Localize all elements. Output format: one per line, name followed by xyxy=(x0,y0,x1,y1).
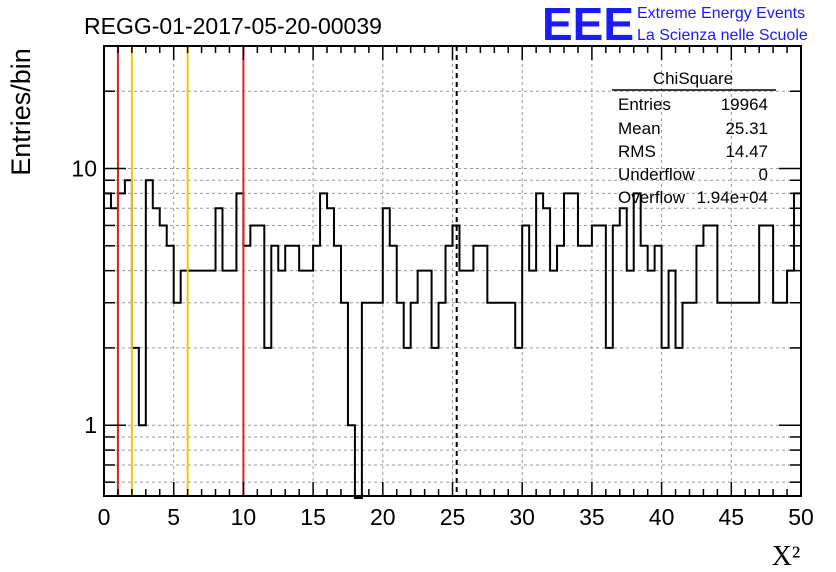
x-tick-label: 45 xyxy=(719,504,745,530)
y-tick-label: 1 xyxy=(84,412,97,438)
logo-letters: EEE xyxy=(542,0,634,50)
stats-label-underflow: Underflow xyxy=(618,165,695,184)
stats-label-overflow: Overflow xyxy=(618,188,686,207)
x-tick-labels: 0 5 10 15 20 25 30 35 40 45 50 xyxy=(98,504,814,530)
x-tick-label: 40 xyxy=(649,504,675,530)
stats-label-mean: Mean xyxy=(618,119,661,138)
logo-line-2: La Scienza nelle Scuole xyxy=(637,27,808,44)
y-tick-label: 10 xyxy=(71,155,97,181)
y-tick-labels: 1 10 xyxy=(71,155,97,438)
x-tick-label: 30 xyxy=(509,504,535,530)
x-tick-label: 0 xyxy=(98,504,111,530)
x-tick-label: 35 xyxy=(579,504,605,530)
stats-title: ChiSquare xyxy=(653,69,733,88)
stats-value-rms: 14.47 xyxy=(725,142,768,161)
chart-title: REGG-01-2017-05-20-00039 xyxy=(84,13,382,39)
plot-frame xyxy=(103,45,802,497)
x-tick-label: 10 xyxy=(231,504,257,530)
x-axis-label: X² xyxy=(772,541,801,572)
grid xyxy=(104,46,801,496)
axis-ticks xyxy=(103,45,802,496)
x-tick-label: 50 xyxy=(788,504,814,530)
x-tick-label: 25 xyxy=(440,504,466,530)
logo-line-1: Extreme Energy Events xyxy=(637,5,805,22)
stats-box: ChiSquare Entries 19964 Mean 25.31 RMS 1… xyxy=(612,69,776,207)
histogram-line xyxy=(104,179,802,499)
stats-value-mean: 25.31 xyxy=(725,119,768,138)
x-tick-label: 5 xyxy=(167,504,180,530)
stats-value-entries: 19964 xyxy=(721,95,768,114)
stats-label-rms: RMS xyxy=(618,142,656,161)
x-tick-label: 20 xyxy=(370,504,396,530)
marker-lines xyxy=(116,46,458,496)
y-axis-label: Entries/bin xyxy=(6,48,36,176)
eee-logo: EEE Extreme Energy Events La Scienza nel… xyxy=(542,0,808,50)
stats-label-entries: Entries xyxy=(618,95,671,114)
stats-value-overflow: 1.94e+04 xyxy=(697,188,768,207)
stats-value-underflow: 0 xyxy=(759,165,768,184)
x-tick-label: 15 xyxy=(300,504,326,530)
